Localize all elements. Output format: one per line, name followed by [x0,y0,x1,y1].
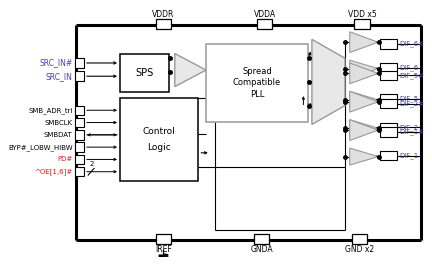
Bar [120,98,198,181]
Text: DIF_2#: DIF_2# [400,100,425,107]
Text: VDDR: VDDR [152,11,175,20]
Text: 2: 2 [89,161,94,167]
Bar [75,58,84,68]
Polygon shape [350,63,378,84]
Text: Logic: Logic [147,143,171,152]
Text: DIF_5#: DIF_5# [400,72,425,79]
Text: Spread: Spread [242,67,272,76]
Polygon shape [350,60,378,77]
Bar [380,70,397,80]
Bar [75,106,84,115]
Bar [257,20,272,29]
Bar [75,142,84,152]
Bar [380,122,397,132]
Polygon shape [350,148,378,165]
Bar [75,118,84,127]
Text: SMB_ADR_tri: SMB_ADR_tri [28,107,73,114]
Text: DIF_1#: DIF_1# [400,129,425,135]
Text: IREF: IREF [155,246,172,254]
Polygon shape [175,54,206,87]
Bar [380,151,397,160]
Bar [380,94,397,104]
Bar [380,99,397,108]
Bar [75,72,84,81]
Text: ^OE[1,6]#: ^OE[1,6]# [35,168,73,175]
Text: DIF_5: DIF_5 [400,96,419,102]
Bar [156,20,171,29]
Bar [120,54,169,92]
Bar [355,20,370,29]
Bar [380,127,397,137]
Text: Control: Control [143,128,175,136]
Bar [75,130,84,140]
Text: BYP#_LOBW_HIBW: BYP#_LOBW_HIBW [8,144,73,150]
Bar [75,155,84,164]
Bar [75,167,84,176]
Text: SMBCLK: SMBCLK [44,120,73,126]
Text: PLL: PLL [250,90,264,99]
Text: DIF_6#: DIF_6# [400,41,425,48]
Polygon shape [350,120,378,137]
Text: SMBDAT: SMBDAT [44,132,73,138]
Text: VDDA: VDDA [254,11,276,20]
Bar [254,234,270,244]
Polygon shape [350,91,378,108]
Polygon shape [312,39,345,124]
Polygon shape [350,120,378,140]
Bar [206,44,308,122]
Text: GNDA: GNDA [251,246,273,254]
Text: SRC_IN: SRC_IN [46,72,73,81]
Bar [156,234,171,244]
Text: SPS: SPS [135,68,154,78]
Text: PD#: PD# [57,157,73,162]
Text: VDD x5: VDD x5 [348,11,376,20]
Bar [352,234,367,244]
Text: DIF_2: DIF_2 [400,124,419,131]
Text: SRC_IN#: SRC_IN# [39,58,73,68]
Text: DIF_1: DIF_1 [400,152,419,159]
Polygon shape [350,32,378,53]
Text: GND x2: GND x2 [345,246,374,254]
Text: Compatible: Compatible [233,78,281,87]
Polygon shape [350,91,378,112]
Bar [380,63,397,72]
Bar [380,39,397,49]
Text: DIF_6: DIF_6 [400,64,419,71]
